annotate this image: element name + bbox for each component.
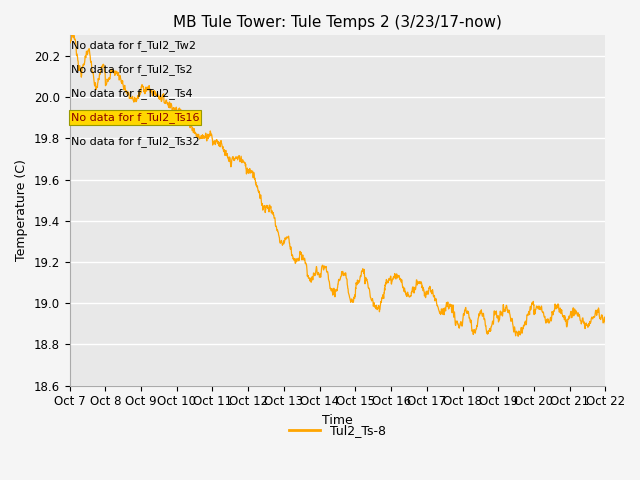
Text: No data for f_Tul2_Ts4: No data for f_Tul2_Ts4 [70,88,192,99]
Legend: Tul2_Ts-8: Tul2_Ts-8 [284,420,391,442]
Text: No data for f_Tul2_Ts32: No data for f_Tul2_Ts32 [70,136,199,147]
Title: MB Tule Tower: Tule Temps 2 (3/23/17-now): MB Tule Tower: Tule Temps 2 (3/23/17-now… [173,15,502,30]
Text: No data for f_Tul2_Ts2: No data for f_Tul2_Ts2 [70,64,192,75]
Y-axis label: Temperature (C): Temperature (C) [15,159,28,262]
X-axis label: Time: Time [322,414,353,427]
Text: No data for f_Tul2_Ts16: No data for f_Tul2_Ts16 [70,112,199,123]
Text: No data for f_Tul2_Tw2: No data for f_Tul2_Tw2 [70,41,196,51]
